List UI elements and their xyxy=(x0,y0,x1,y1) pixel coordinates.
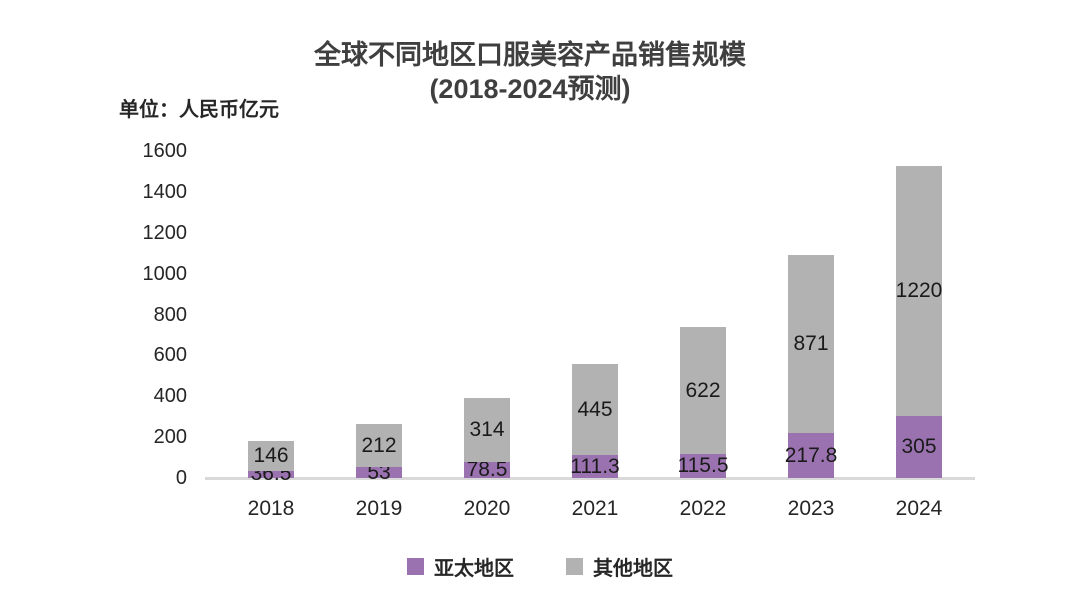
bar-value-label: 622 xyxy=(685,378,721,402)
x-tick-label: 2018 xyxy=(247,497,295,520)
bar-value-label: 146 xyxy=(253,443,289,467)
y-tick-label: 400 xyxy=(153,385,187,408)
bar-segment-other xyxy=(572,364,618,456)
y-tick-label: 800 xyxy=(153,303,187,326)
y-tick-label: 600 xyxy=(153,344,187,367)
y-tick-label: 1200 xyxy=(142,221,188,244)
bar-segment-other xyxy=(248,440,294,471)
legend-label-other: 其他地区 xyxy=(593,558,673,580)
y-tick-label: 1400 xyxy=(142,180,188,203)
bar-segment-apac xyxy=(788,433,834,478)
bar-segment-apac xyxy=(680,454,726,478)
bar-value-label: 1220 xyxy=(895,278,943,302)
bar-value-label: 445 xyxy=(577,397,613,421)
legend-swatch-apac xyxy=(407,558,424,575)
bar-value-label: 305 xyxy=(901,434,937,458)
bar-value-label: 314 xyxy=(469,417,505,441)
bar-value-label: 111.3 xyxy=(570,454,620,478)
y-tick-label: 1600 xyxy=(142,140,188,162)
bar-value-label: 212 xyxy=(361,433,397,457)
bar-segment-other xyxy=(788,255,834,434)
chart-title-line1: 全球不同地区口服美容产品销售规模 xyxy=(314,40,746,70)
y-tick-label: 1000 xyxy=(142,262,188,285)
legend-item-apac: 亚太地区 xyxy=(407,552,514,581)
y-tick-label: 200 xyxy=(153,426,187,449)
legend-item-other: 其他地区 xyxy=(566,552,673,581)
x-tick-label: 2024 xyxy=(895,497,943,520)
bar-segment-apac xyxy=(356,467,402,478)
bar-segment-apac xyxy=(896,415,942,478)
x-tick-label: 2020 xyxy=(463,497,511,520)
x-axis-line xyxy=(205,477,975,480)
unit-label: 单位：人民币亿元 xyxy=(119,99,279,121)
bar-segment-apac xyxy=(248,470,294,478)
x-tick-label: 2022 xyxy=(679,497,727,520)
x-tick-label: 2019 xyxy=(355,497,403,520)
x-tick-label: 2023 xyxy=(787,497,835,520)
legend-swatch-other xyxy=(566,558,583,575)
legend: 亚太地区 其他地区 xyxy=(0,552,1080,581)
chart-title: 全球不同地区口服美容产品销售规模 (2018-2024预测) xyxy=(10,38,1050,106)
chart-title-line2: (2018-2024预测) xyxy=(429,74,631,104)
legend-label-apac: 亚太地区 xyxy=(434,558,514,580)
y-tick-label: 0 xyxy=(175,467,187,489)
bar-segment-other xyxy=(680,327,726,455)
bar-value-label: 78.5 xyxy=(466,457,508,481)
bar-segment-apac xyxy=(464,461,510,478)
bar-value-label: 217.8 xyxy=(784,443,838,467)
bar-segment-apac xyxy=(572,455,618,478)
bar-segment-other xyxy=(464,397,510,462)
x-tick-label: 2021 xyxy=(571,497,619,520)
bar-value-label: 115.5 xyxy=(677,454,729,478)
bar-value-label: 871 xyxy=(793,332,829,356)
bar-segment-other xyxy=(896,166,942,416)
bar-segment-other xyxy=(356,423,402,468)
